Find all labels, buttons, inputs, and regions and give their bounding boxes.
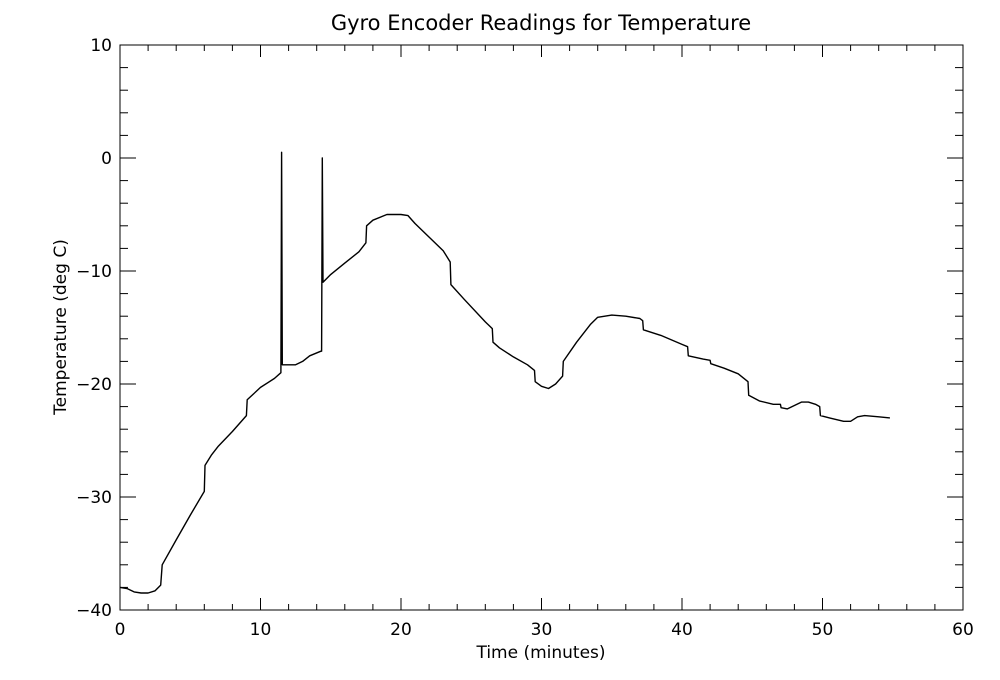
y-tick-label: 0	[101, 149, 112, 169]
x-tick-label: 0	[115, 620, 126, 640]
plot-frame	[119, 44, 964, 611]
y-tick-label: 10	[90, 36, 112, 56]
y-tick-label: −30	[76, 488, 112, 508]
axis-tick-labels: 0 10 20 30 40 50 60 −40 −30 −20 −10 0 10	[76, 36, 974, 640]
x-tick-label: 50	[812, 620, 834, 640]
x-tick-label: 30	[531, 620, 553, 640]
x-tick-label: 20	[390, 620, 412, 640]
series-line-0	[119, 151, 890, 594]
chart-title: Gyro Encoder Readings for Temperature	[331, 11, 751, 35]
series-layer	[119, 151, 890, 594]
x-axis-label: Time (minutes)	[475, 643, 605, 663]
y-tick-label: −40	[76, 601, 112, 621]
x-tick-label: 40	[671, 620, 693, 640]
y-tick-label: −10	[76, 262, 112, 282]
x-tick-label: 60	[952, 620, 974, 640]
y-tick-label: −20	[76, 375, 112, 395]
y-axis-label: Temperature (deg C)	[51, 239, 71, 416]
x-tick-label: 10	[250, 620, 272, 640]
